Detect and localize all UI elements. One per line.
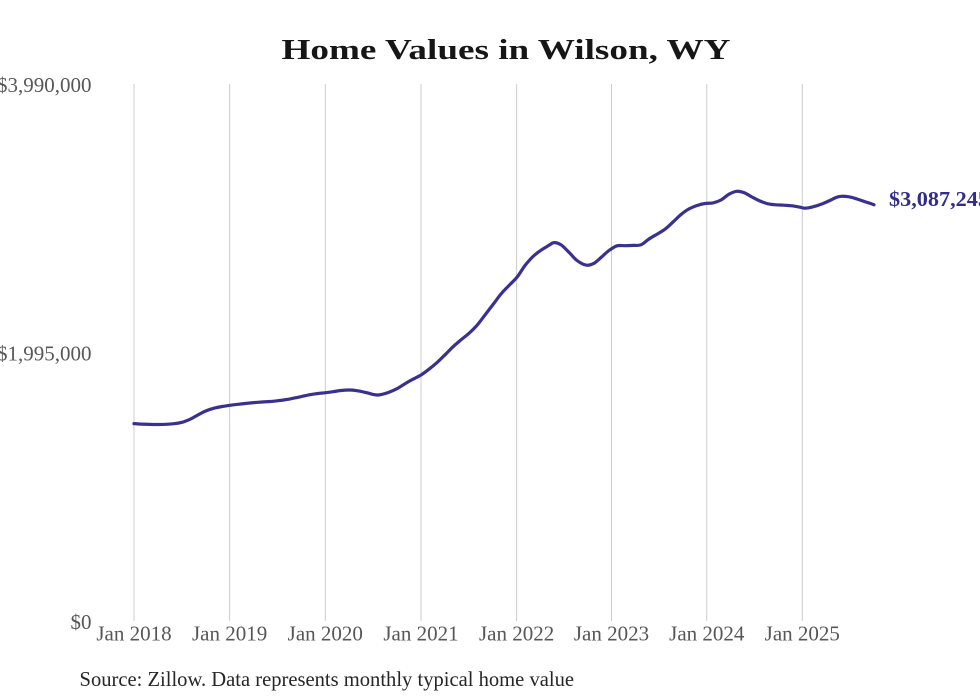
svg-text:$0: $0: [71, 610, 92, 634]
svg-text:Jan 2024: Jan 2024: [669, 622, 745, 646]
svg-text:Jan 2025: Jan 2025: [765, 622, 840, 646]
svg-text:$3,087,245: $3,087,245: [889, 187, 980, 211]
svg-text:Jan 2023: Jan 2023: [574, 622, 649, 646]
svg-text:Jan 2020: Jan 2020: [288, 622, 363, 646]
svg-text:Jan 2021: Jan 2021: [383, 622, 458, 646]
svg-text:$3,990,000: $3,990,000: [0, 73, 92, 97]
svg-text:Source: Zillow. Data represent: Source: Zillow. Data represents monthly …: [80, 667, 575, 691]
svg-text:Jan 2022: Jan 2022: [479, 622, 554, 646]
svg-text:Home Values in Wilson, WY: Home Values in Wilson, WY: [282, 35, 731, 66]
svg-text:Jan 2018: Jan 2018: [96, 622, 171, 646]
svg-text:Jan 2019: Jan 2019: [192, 622, 267, 646]
svg-text:$1,995,000: $1,995,000: [0, 341, 92, 365]
